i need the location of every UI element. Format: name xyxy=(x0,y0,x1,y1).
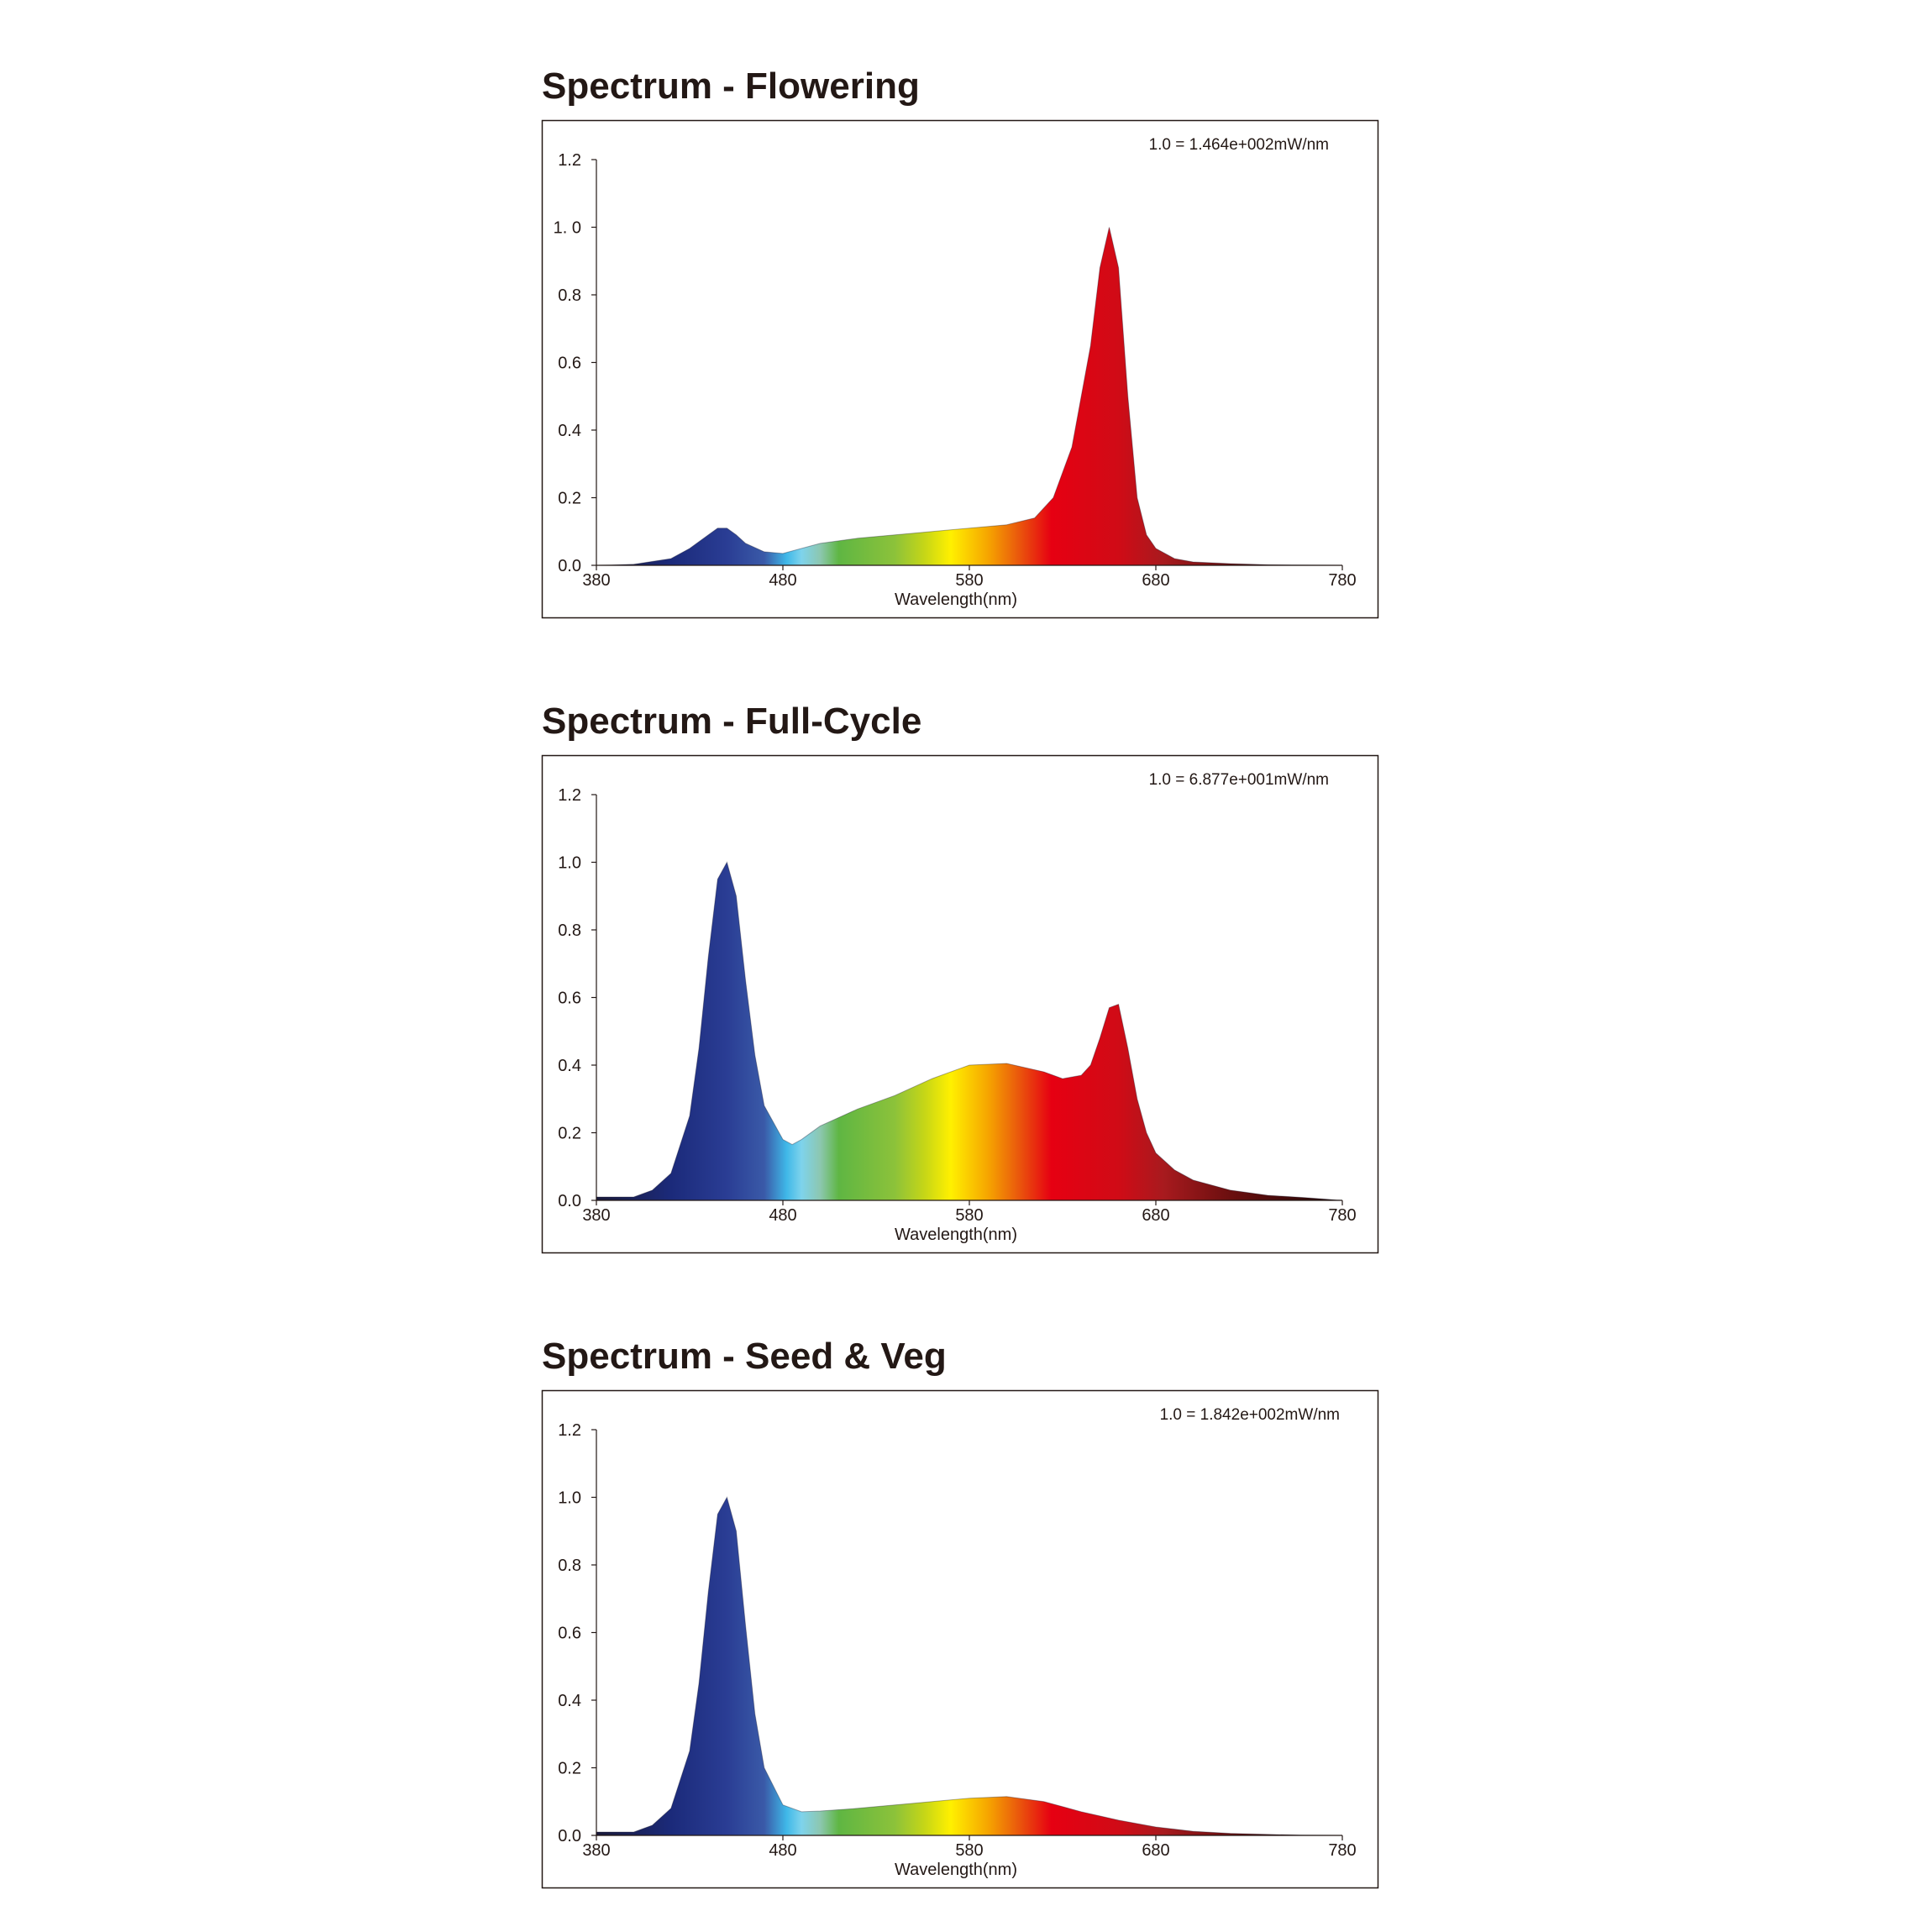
y-tick-label: 0.0 xyxy=(558,1827,581,1845)
spectrum-area xyxy=(596,227,1342,565)
chart-title: Spectrum - Full-Cycle xyxy=(542,701,922,742)
y-tick-label: 0.6 xyxy=(558,1625,581,1643)
x-tick-label: 780 xyxy=(1328,1206,1356,1225)
chart-group: 0.0 0.2 0.4 0.6 0.8 1.0 1.2 380 480 580 680 780 Wave… xyxy=(541,1389,1379,1889)
x-axis-title: Wavelength(nm) xyxy=(895,1226,1017,1244)
x-tick-label: 380 xyxy=(582,571,610,590)
y-tick-label: 0.4 xyxy=(558,1057,581,1075)
spectrum-area xyxy=(596,1497,1342,1835)
scale-annotation: 1.0 = 1.842e+002mW/nm xyxy=(1160,1406,1340,1424)
x-tick-label: 580 xyxy=(955,571,983,590)
x-tick-label: 480 xyxy=(769,571,796,590)
y-tick-label: 0.0 xyxy=(558,1192,581,1210)
chart-frame xyxy=(541,754,1379,1254)
spectrum-line xyxy=(596,861,1343,1201)
y-tick-label: 0.4 xyxy=(558,422,581,440)
y-tick-label: 0.6 xyxy=(558,354,581,373)
chart-frame xyxy=(541,119,1379,619)
y-tick-label: 1.0 xyxy=(558,854,581,873)
x-tick-label: 480 xyxy=(769,1841,796,1860)
y-tick-label: 0.2 xyxy=(558,1760,581,1778)
chart-title: Spectrum - Seed & Veg xyxy=(542,1336,947,1377)
spectrum-area xyxy=(596,862,1342,1200)
y-tick-label: 0.6 xyxy=(558,990,581,1008)
x-tick-label: 780 xyxy=(1328,1841,1356,1860)
y-tick-label: 0.8 xyxy=(558,286,581,305)
x-axis-title: Wavelength(nm) xyxy=(895,1861,1017,1879)
y-tick-label: 1. 0 xyxy=(554,219,581,238)
y-tick-label: 0.0 xyxy=(558,557,581,575)
scale-annotation: 1.0 = 1.464e+002mW/nm xyxy=(1149,136,1329,154)
spectrum-line xyxy=(596,227,1343,566)
x-tick-label: 380 xyxy=(582,1206,610,1225)
y-tick-label: 0.2 xyxy=(558,490,581,508)
chart-group: 0.0 0.2 0.4 0.6 0.8 1. 0 1.2 380 480 580 680 780 Wav… xyxy=(541,119,1379,619)
x-tick-label: 680 xyxy=(1142,1841,1169,1860)
chart-frame xyxy=(541,1389,1379,1889)
x-tick-label: 680 xyxy=(1142,1206,1169,1225)
scale-annotation: 1.0 = 6.877e+001mW/nm xyxy=(1149,771,1329,789)
y-tick-label: 1.2 xyxy=(558,151,581,170)
y-tick-label: 1.0 xyxy=(558,1489,581,1508)
x-axis-title: Wavelength(nm) xyxy=(895,591,1017,609)
x-tick-label: 580 xyxy=(955,1206,983,1225)
x-tick-label: 480 xyxy=(769,1206,796,1225)
x-tick-label: 580 xyxy=(955,1841,983,1860)
y-tick-label: 0.4 xyxy=(558,1692,581,1710)
x-tick-label: 680 xyxy=(1142,571,1169,590)
x-tick-label: 780 xyxy=(1328,571,1356,590)
y-tick-label: 1.2 xyxy=(558,1421,581,1440)
chart-group: 0.0 0.2 0.4 0.6 0.8 1.0 1.2 380 480 580 680 780 Wave… xyxy=(541,754,1379,1254)
spectrum-line xyxy=(596,1496,1343,1836)
y-tick-label: 0.8 xyxy=(558,921,581,940)
x-tick-label: 380 xyxy=(582,1841,610,1860)
y-tick-label: 0.8 xyxy=(558,1557,581,1575)
y-tick-label: 1.2 xyxy=(558,786,581,805)
y-tick-label: 0.2 xyxy=(558,1125,581,1143)
chart-title: Spectrum - Flowering xyxy=(542,66,920,107)
